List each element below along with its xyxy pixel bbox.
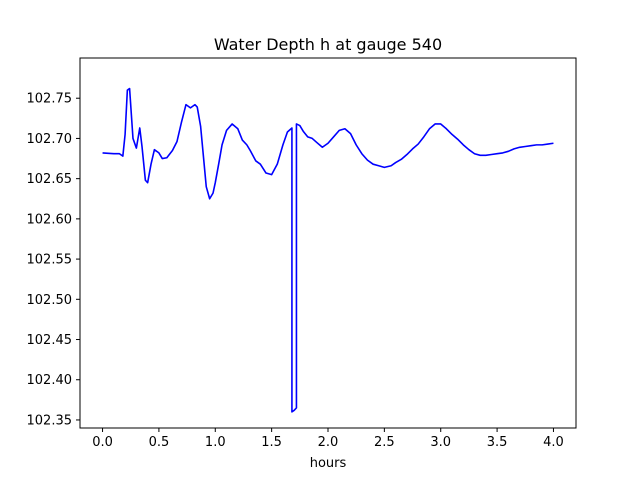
y-axis: 102.35 102.40 102.45 102.50 102.55 102.60 102.… — [27, 92, 80, 428]
x-tick-label: 3.5 — [487, 435, 508, 450]
x-axis-label: hours — [310, 456, 347, 471]
x-tick-label: 2.5 — [374, 435, 395, 450]
x-tick-label: 3.0 — [430, 435, 451, 450]
y-tick-label: 102.65 — [27, 172, 73, 187]
x-tick-label: 0.0 — [92, 435, 113, 450]
x-tick-label: 4.0 — [543, 435, 564, 450]
y-tick-label: 102.40 — [27, 373, 73, 388]
y-tick-label: 102.50 — [27, 293, 73, 308]
y-tick-label: 102.35 — [27, 413, 73, 428]
x-tick-label: 1.5 — [261, 435, 282, 450]
x-tick-label: 2.0 — [318, 435, 339, 450]
x-tick-label: 1.0 — [205, 435, 226, 450]
x-axis: 0.0 0.5 1.0 1.5 2.0 2.5 3.0 3.5 4.0 — [92, 428, 564, 450]
y-tick-label: 102.45 — [27, 333, 73, 348]
x-tick-label: 0.5 — [149, 435, 170, 450]
series-line — [102, 87, 554, 413]
y-tick-label: 102.60 — [27, 212, 73, 227]
y-tick-label: 102.75 — [27, 92, 73, 107]
plot-frame — [79, 57, 577, 429]
chart-title: Water Depth h at gauge 540 — [214, 35, 442, 54]
y-tick-label: 102.70 — [27, 132, 73, 147]
y-tick-label: 102.55 — [27, 253, 73, 268]
